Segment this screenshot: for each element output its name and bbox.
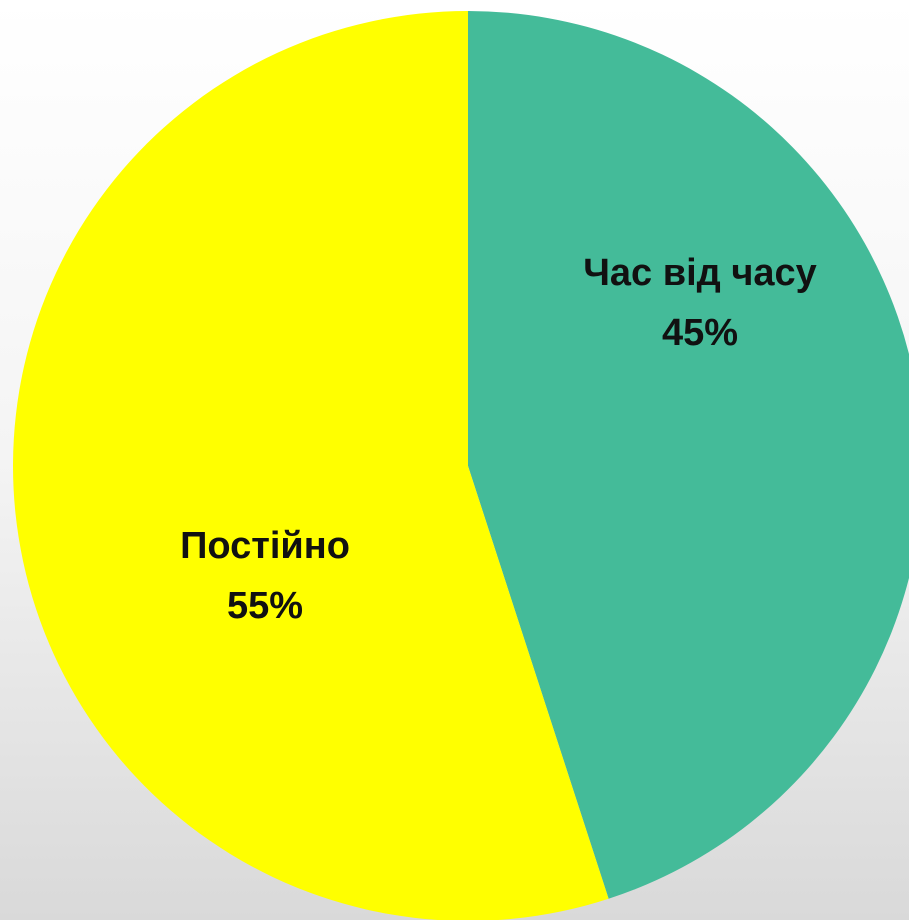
slice-value-label: 55% xyxy=(227,585,303,627)
slice-category-label: Постійно xyxy=(180,525,350,567)
pie-slice xyxy=(468,11,909,899)
slice-value-label: 45% xyxy=(662,312,738,354)
slice-category-label: Час від часу xyxy=(583,252,817,294)
pie-slice xyxy=(13,11,609,920)
